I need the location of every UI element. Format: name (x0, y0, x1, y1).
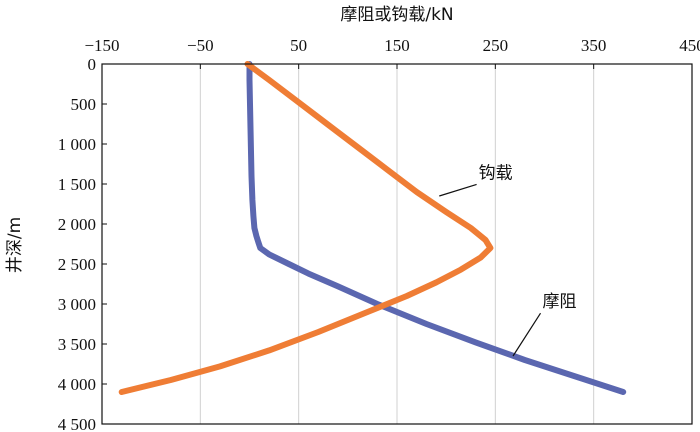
annotation-label-1: 摩阻 (543, 292, 577, 312)
x-tick-label-0: −150 (84, 36, 119, 55)
x-tick-label-2: 50 (290, 36, 307, 55)
x-axis-title: 摩阻或钩载/kN (340, 5, 453, 25)
y-tick-label-7: 3 500 (58, 335, 96, 354)
y-tick-label-3: 1 500 (58, 175, 96, 194)
series-line-1 (118, 61, 494, 395)
y-tick-label-0: 0 (88, 55, 97, 74)
series-lines (118, 61, 627, 395)
annotation-label-0: 钩载 (479, 163, 513, 183)
y-tick-label-5: 2 500 (58, 255, 96, 274)
grid-lines (199, 64, 595, 424)
y-tick-label-4: 2 000 (58, 215, 96, 234)
x-tick-label-1: −50 (187, 36, 214, 55)
axis-ticks: −150 −50 50 150 250 350 450 0 500 1 000 1 500 2 000… (58, 36, 700, 432)
x-tick-label-6: 450 (679, 36, 700, 55)
y-tick-label-8: 4 000 (58, 375, 96, 394)
y-tick-label-2: 1 000 (58, 135, 96, 154)
y-tick-label-9: 4 500 (58, 415, 96, 432)
y-tick-label-1: 500 (71, 95, 97, 114)
annotation-leader-1 (512, 312, 542, 357)
y-tick-label-6: 3 000 (58, 295, 96, 314)
annotation-leader-0 (439, 183, 477, 197)
x-tick-label-4: 250 (483, 36, 509, 55)
y-axis-title: 井深/m (5, 217, 25, 273)
x-tick-label-3: 150 (384, 36, 410, 55)
series-line-0 (246, 61, 627, 395)
x-tick-label-5: 350 (581, 36, 607, 55)
